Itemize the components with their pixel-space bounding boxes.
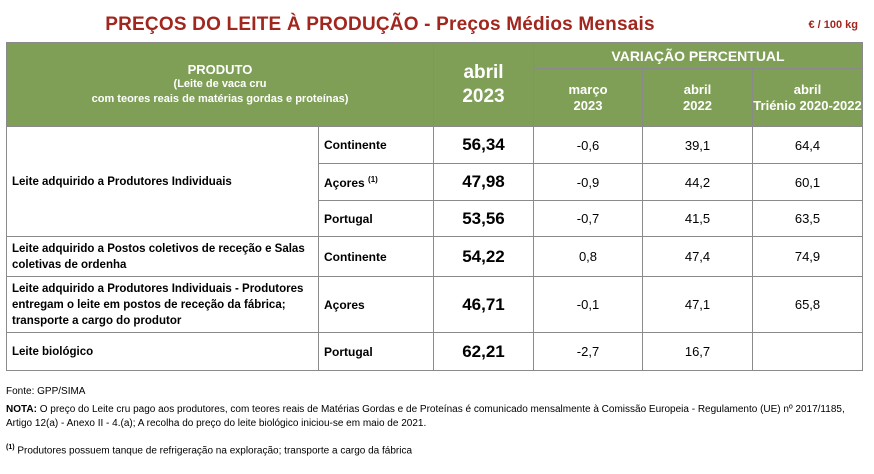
region-cell: Continente (318, 236, 434, 277)
variation-cell: 74,9 (751, 236, 864, 277)
table-row: Açores (1) 47,98 -0,9 44,2 60,1 (7, 163, 864, 201)
header-current-year: 2023 (462, 85, 505, 107)
price-table: PRODUTO (Leite de vaca cru com teores re… (6, 42, 864, 371)
header-current-month: abril (463, 61, 504, 83)
variation-cell: 16,7 (642, 332, 753, 371)
region-cell: Portugal (318, 332, 434, 371)
variation-cell: 64,4 (751, 126, 864, 164)
variation-cell: -0,9 (533, 163, 643, 201)
header-col1-line1: março (568, 81, 608, 97)
table-row: Portugal 53,56 -0,7 41,5 63,5 (7, 200, 864, 237)
product-cell: Leite adquirido a Postos coletivos de re… (6, 236, 319, 277)
variation-cell: -0,1 (533, 276, 643, 333)
region-cell: Açores (318, 276, 434, 333)
header-col-april-triennium: abril Triénio 2020-2022 (751, 68, 864, 127)
variation-cell: -0,6 (533, 126, 643, 164)
price-cell: 62,21 (433, 332, 534, 371)
variation-cell: 63,5 (751, 200, 864, 237)
variation-cell: 0,8 (533, 236, 643, 277)
footnote: (1) Produtores possuem tanque de refrige… (6, 441, 412, 458)
variation-cell: 44,2 (642, 163, 753, 201)
unit-label: € / 100 kg (808, 19, 858, 31)
variation-cell: 41,5 (642, 200, 753, 237)
footnote-text: Produtores possuem tanque de refrigeraçã… (17, 445, 413, 457)
header-col2-line2: 2022 (683, 97, 712, 113)
header-col2-line1: abril (683, 81, 712, 97)
product-cell: Leite biológico (6, 332, 319, 371)
price-cell: 46,71 (433, 276, 534, 333)
price-cell: 53,56 (433, 200, 534, 237)
header-col-april-2022: abril 2022 (642, 68, 753, 127)
region-cell: Açores (1) (318, 163, 434, 201)
header-col3-line1: abril (793, 81, 822, 97)
price-cell: 56,34 (433, 126, 534, 164)
table-row: Leite adquirido a Produtores Individuais… (6, 276, 864, 333)
page-title: PREÇOS DO LEITE À PRODUÇÃO - Preços Médi… (105, 14, 655, 35)
source-note: Fonte: GPP/SIMA (6, 386, 86, 397)
product-cell: Leite adquirido a Produtores Individuais (6, 126, 319, 237)
header-produto-sub2: com teores reais de matérias gordas e pr… (91, 93, 349, 105)
header-variation: VARIAÇÃO PERCENTUAL (532, 42, 864, 69)
header-produto-title: PRODUTO (187, 62, 253, 77)
variation-cell: -0,7 (533, 200, 643, 237)
header-col-march-2023: março 2023 (533, 68, 643, 127)
header-current-price: abril 2023 (433, 42, 534, 127)
product-cell: Leite adquirido a Produtores Individuais… (6, 276, 319, 333)
table-row: Leite biológico Portugal 62,21 -2,7 16,7 (6, 332, 864, 371)
variation-cell: 65,8 (751, 276, 864, 333)
variation-cell: -2,7 (533, 332, 643, 371)
variation-cell: 47,1 (642, 276, 753, 333)
region-label: Açores (324, 175, 365, 190)
header-col1-line2: 2023 (573, 97, 603, 113)
variation-cell: 47,4 (642, 236, 753, 277)
note-body: O preço do Leite cru pago aos produtores… (6, 404, 845, 429)
price-cell: 47,98 (433, 163, 534, 201)
table-row: Leite adquirido a Postos coletivos de re… (6, 236, 864, 277)
variation-cell (751, 332, 864, 371)
footnote-mark: (1) (6, 444, 15, 451)
variation-cell: 60,1 (751, 163, 864, 201)
header-produto: PRODUTO (Leite de vaca cru com teores re… (6, 42, 434, 127)
footnote-marker: (1) (368, 174, 378, 184)
header-produto-sub1: (Leite de vaca cru (173, 78, 267, 90)
table-row: Leite adquirido a Produtores Individuais… (6, 126, 864, 237)
region-cell: Continente (318, 126, 434, 164)
header-col3-line2: Triénio 2020-2022 (753, 97, 862, 113)
note-label: NOTA: (6, 404, 37, 415)
variation-cell: 39,1 (642, 126, 753, 164)
note-text: NOTA: O preço do Leite cru pago aos prod… (6, 403, 856, 431)
price-cell: 54,22 (433, 236, 534, 277)
region-cell: Portugal (318, 200, 434, 237)
